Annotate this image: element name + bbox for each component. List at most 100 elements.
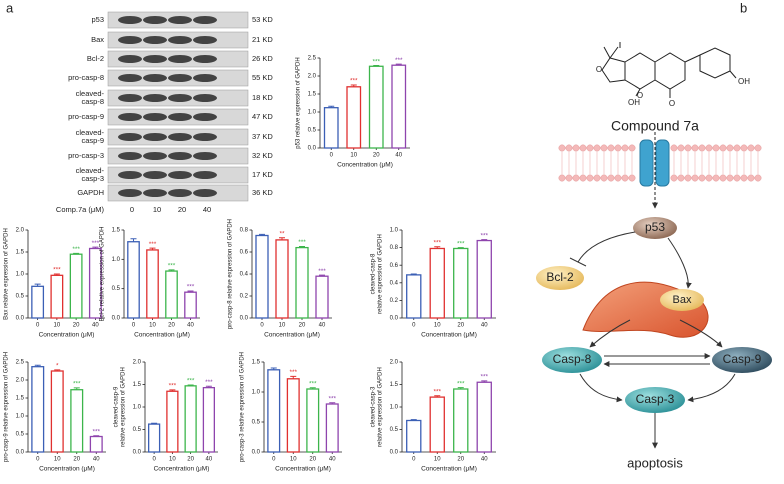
blot-band bbox=[143, 55, 167, 63]
dose-label: 0 bbox=[130, 205, 134, 214]
bar bbox=[429, 396, 445, 453]
lipid bbox=[677, 144, 685, 152]
lipid bbox=[677, 174, 685, 182]
bar bbox=[31, 285, 45, 319]
y-tick-label: 0.5 bbox=[16, 432, 25, 438]
lipid bbox=[698, 174, 706, 182]
node-label: Bax bbox=[673, 294, 692, 306]
y-tick-label: 1.0 bbox=[112, 257, 121, 263]
western-blot: p53 53 KD Bax 21 KD Bcl-2 26 KD pro-casp-8 55 K… bbox=[56, 11, 273, 214]
y-tick-label: 1.0 bbox=[16, 414, 25, 420]
blot-band bbox=[168, 16, 192, 24]
bar bbox=[127, 241, 140, 319]
x-tick-label: 0 bbox=[412, 323, 416, 329]
lipid bbox=[698, 144, 706, 152]
lipid bbox=[670, 144, 678, 152]
error-bar bbox=[205, 385, 212, 388]
error-bar bbox=[151, 422, 158, 425]
x-axis-label: Concentration (μM) bbox=[264, 332, 320, 339]
lipid bbox=[628, 174, 636, 182]
y-tick-label: 0.0 bbox=[133, 450, 142, 456]
error-bar bbox=[34, 283, 41, 287]
lipid bbox=[740, 144, 748, 152]
x-tick-label: 20 bbox=[457, 457, 464, 463]
y-axis-label: pro-casp-9 relative expression of GAPDH bbox=[4, 352, 10, 462]
y-tick-label: 1.0 bbox=[390, 405, 399, 411]
panel-label: b bbox=[740, 0, 747, 15]
x-tick-label: 10 bbox=[350, 153, 357, 159]
bar bbox=[429, 247, 445, 319]
y-tick-label: 0.0 bbox=[252, 450, 261, 456]
error-bar bbox=[481, 380, 488, 383]
bar bbox=[391, 64, 407, 149]
x-axis-label: Concentration (μM) bbox=[421, 466, 477, 473]
bar bbox=[255, 234, 269, 319]
significance: *** bbox=[92, 429, 100, 436]
size-label: 21 KD bbox=[252, 35, 273, 44]
blot-band bbox=[168, 152, 192, 160]
error-bar bbox=[259, 233, 265, 236]
channel bbox=[655, 139, 670, 187]
channel bbox=[639, 139, 654, 187]
x-tick-label: 10 bbox=[279, 323, 286, 329]
blot-band bbox=[143, 189, 167, 197]
x-tick-label: 20 bbox=[309, 457, 316, 463]
bar bbox=[406, 274, 422, 319]
blot-band bbox=[118, 133, 142, 141]
lipid bbox=[684, 144, 692, 152]
x-tick-label: 40 bbox=[481, 457, 488, 463]
lipid bbox=[586, 174, 594, 182]
y-axis-label: cleaved-casp-8 bbox=[371, 253, 377, 294]
lipid bbox=[586, 144, 594, 152]
significance: *** bbox=[433, 388, 441, 395]
protein-label: pro-casp-3 bbox=[68, 151, 104, 160]
x-axis-label: Concentration (μM) bbox=[39, 466, 95, 473]
node-label: apoptosis bbox=[627, 455, 683, 470]
significance: * bbox=[56, 363, 59, 370]
protein-label: casp-8 bbox=[81, 97, 104, 106]
blot-band bbox=[193, 152, 217, 160]
y-tick-label: 2.0 bbox=[390, 360, 399, 366]
bar bbox=[325, 403, 339, 453]
error-bar bbox=[73, 387, 80, 390]
y-axis-label: Bcl-2 relative expression of GAPDH bbox=[100, 226, 106, 321]
lipid bbox=[600, 174, 608, 182]
error-bar bbox=[410, 419, 417, 421]
significance: *** bbox=[480, 232, 488, 239]
significance: *** bbox=[298, 239, 306, 246]
bar-charts: 0.0 0.5 1.0 1.5 2.0 2.5 p53 relative expressio… bbox=[4, 56, 496, 473]
blot-band bbox=[143, 74, 167, 82]
bar bbox=[453, 388, 469, 453]
y-tick-label: 2.5 bbox=[16, 360, 25, 366]
blot-band bbox=[193, 171, 217, 179]
lipid bbox=[593, 144, 601, 152]
x-tick-label: 40 bbox=[93, 457, 100, 463]
x-tick-label: 20 bbox=[373, 153, 380, 159]
x-tick-label: 0 bbox=[330, 153, 334, 159]
y-tick-label: 0.5 bbox=[133, 427, 142, 433]
blot-band bbox=[143, 171, 167, 179]
error-bar bbox=[434, 246, 441, 249]
y-tick-label: 2.0 bbox=[133, 360, 142, 366]
bar bbox=[146, 249, 159, 319]
x-tick-label: 40 bbox=[92, 323, 99, 329]
significance: *** bbox=[395, 57, 403, 64]
error-bar bbox=[395, 63, 402, 66]
protein-label: cleaved- bbox=[76, 128, 105, 137]
blot-band bbox=[118, 16, 142, 24]
structure bbox=[601, 42, 737, 98]
blot-band bbox=[193, 16, 217, 24]
size-label: 18 KD bbox=[252, 93, 273, 102]
significance: *** bbox=[92, 240, 100, 247]
protein-label: cleaved- bbox=[76, 89, 105, 98]
blot-band bbox=[168, 94, 192, 102]
x-tick-label: 0 bbox=[260, 323, 264, 329]
x-tick-label: 10 bbox=[54, 323, 61, 329]
significance: *** bbox=[457, 380, 465, 387]
y-tick-label: 0.5 bbox=[112, 286, 121, 292]
error-bar bbox=[187, 384, 194, 386]
blot-band bbox=[168, 36, 192, 44]
y-axis-label: relative expression of GAPDH bbox=[378, 234, 384, 314]
treatment-label: Comp.7a (μM) bbox=[56, 205, 105, 214]
arrows bbox=[569, 231, 736, 449]
